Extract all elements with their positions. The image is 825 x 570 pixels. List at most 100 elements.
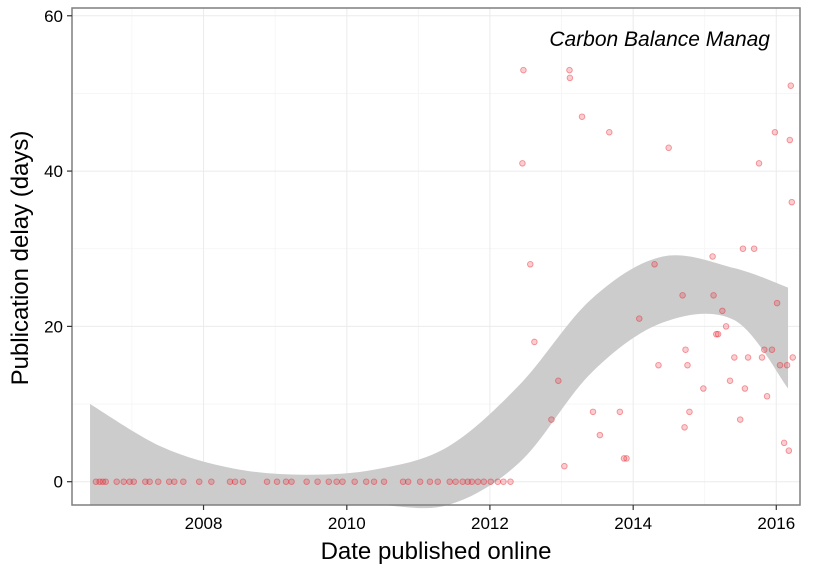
data-point xyxy=(446,478,453,485)
data-point xyxy=(154,478,162,485)
data-point xyxy=(102,478,109,485)
data-point xyxy=(500,478,507,485)
data-point xyxy=(208,478,215,485)
data-point xyxy=(731,354,738,361)
data-point xyxy=(494,478,501,485)
data-point xyxy=(351,478,358,485)
data-point xyxy=(636,315,643,322)
data-point xyxy=(487,478,494,485)
data-point xyxy=(726,377,734,385)
data-point xyxy=(263,478,271,485)
data-point xyxy=(474,478,482,485)
data-point xyxy=(623,455,630,462)
data-point xyxy=(303,478,310,485)
data-point xyxy=(548,416,555,423)
data-point xyxy=(771,128,779,136)
data-point xyxy=(744,354,752,361)
data-point xyxy=(531,338,538,346)
x-tick-label: 2012 xyxy=(471,514,509,533)
data-point xyxy=(96,478,103,485)
y-axis-title: Publication delay (days) xyxy=(7,131,34,386)
data-point xyxy=(783,361,791,369)
data-point xyxy=(126,478,133,485)
data-point xyxy=(741,385,749,392)
data-point xyxy=(755,160,763,167)
panel-background xyxy=(72,8,800,505)
data-point xyxy=(679,292,686,299)
data-point xyxy=(452,478,459,485)
data-point xyxy=(789,354,796,361)
data-point xyxy=(416,478,424,485)
data-point xyxy=(314,478,321,485)
data-point xyxy=(370,478,378,485)
data-point xyxy=(282,478,290,485)
data-point xyxy=(520,66,527,74)
data-point xyxy=(566,74,574,82)
panel-border xyxy=(71,7,801,506)
data-point xyxy=(120,478,127,485)
chart-title: Carbon Balance Manag xyxy=(549,28,770,51)
x-tick-label: 2014 xyxy=(614,514,652,533)
data-point xyxy=(380,478,388,485)
x-tick-label: 2010 xyxy=(328,514,366,533)
x-tick-label: 2016 xyxy=(757,514,795,533)
data-point xyxy=(527,261,534,268)
data-point xyxy=(709,253,716,260)
data-point xyxy=(171,478,178,485)
y-tick-label: 60 xyxy=(44,7,63,26)
data-point xyxy=(788,198,796,206)
data-point xyxy=(665,144,672,152)
data-point xyxy=(719,307,726,315)
data-point xyxy=(578,113,586,120)
data-point xyxy=(780,439,788,447)
data-point xyxy=(165,478,173,485)
data-point xyxy=(339,478,346,485)
data-point xyxy=(655,361,662,369)
data-point xyxy=(555,377,562,385)
data-point xyxy=(566,66,573,74)
data-point xyxy=(787,82,795,89)
data-point xyxy=(682,346,689,353)
data-point xyxy=(426,478,434,485)
data-point xyxy=(92,478,100,485)
smooth-band xyxy=(90,255,789,509)
data-point xyxy=(773,299,781,307)
plot-panel xyxy=(71,7,801,509)
data-point xyxy=(710,292,717,299)
data-point xyxy=(620,455,628,462)
y-tick-label: 0 xyxy=(54,473,63,492)
data-point xyxy=(325,478,333,485)
data-point xyxy=(714,330,722,338)
data-point xyxy=(750,245,758,252)
data-point xyxy=(180,478,187,485)
data-point xyxy=(758,354,766,361)
y-axis: 0 20 40 60 xyxy=(44,7,72,492)
data-point xyxy=(464,478,472,485)
data-point xyxy=(776,361,784,369)
data-point xyxy=(273,478,281,485)
data-point xyxy=(561,462,568,470)
data-point xyxy=(763,393,771,400)
data-point xyxy=(142,478,149,485)
x-axis: 2008 2010 2012 2014 2016 xyxy=(185,505,795,533)
data-point xyxy=(333,478,340,485)
data-point xyxy=(468,478,476,485)
data-point xyxy=(785,447,793,454)
data-point xyxy=(686,408,693,416)
data-point xyxy=(700,385,707,392)
y-tick-label: 40 xyxy=(44,162,63,181)
data-point xyxy=(434,478,442,485)
data-point xyxy=(606,128,613,136)
confidence-band xyxy=(90,255,789,509)
data-point xyxy=(651,261,658,268)
data-point xyxy=(362,478,370,485)
data-point xyxy=(231,478,239,485)
x-tick-label: 2008 xyxy=(185,514,223,533)
data-point xyxy=(786,136,794,144)
data-point xyxy=(288,478,295,485)
data-point xyxy=(684,361,691,369)
data-point xyxy=(195,478,203,485)
data-point xyxy=(399,478,407,485)
data-point xyxy=(713,330,720,338)
data-point xyxy=(519,160,526,167)
